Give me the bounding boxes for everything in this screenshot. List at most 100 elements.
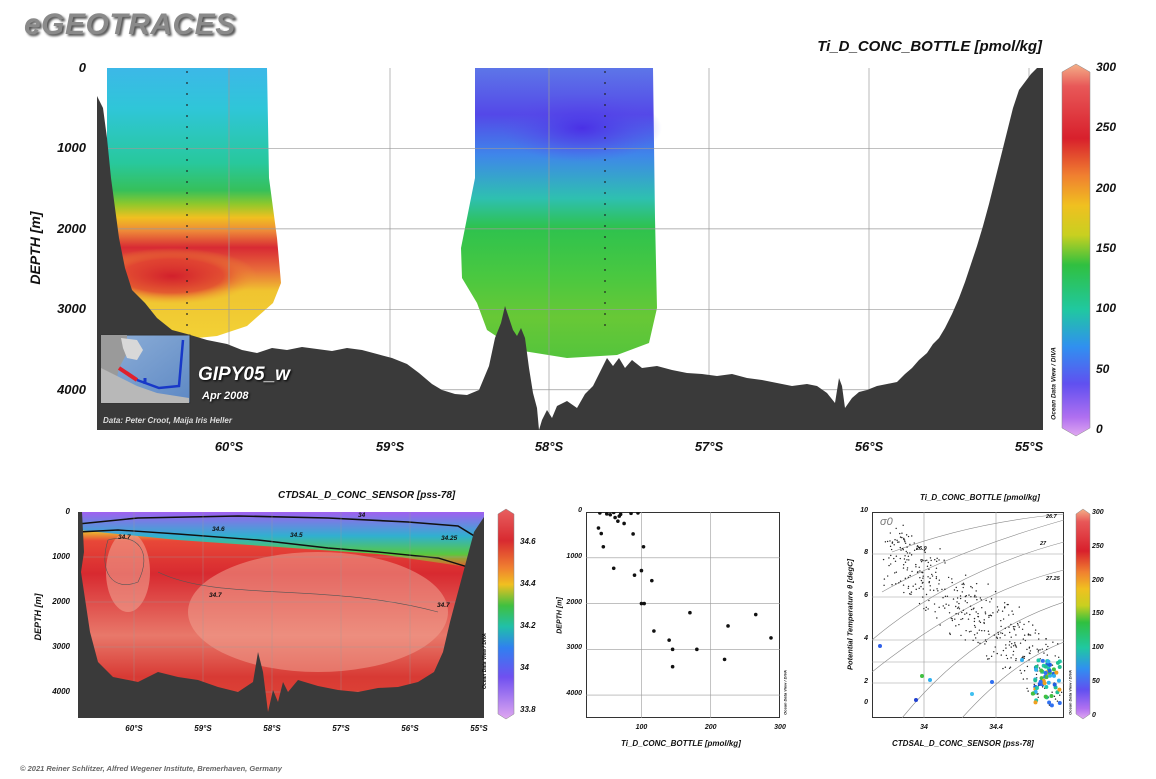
salinity-colorbar-tick: 34.6 — [520, 537, 536, 546]
scatter-point — [726, 624, 730, 628]
ts-ctd-point — [965, 629, 967, 632]
station-sample-dot — [604, 93, 606, 95]
scatter-y-axis-label: DEPTH [m] — [556, 597, 564, 634]
ts-ctd-point — [973, 596, 976, 598]
ts-ctd-point — [920, 585, 922, 588]
ts-ctd-point — [989, 614, 992, 616]
ts-ctd-point — [1029, 650, 1032, 652]
scatter-point — [639, 601, 644, 606]
main-y-tick: 2000 — [57, 220, 86, 236]
ts-ctd-point — [916, 547, 918, 550]
ts-ctd-point — [935, 560, 938, 563]
ts-y-tick: 10 — [860, 507, 868, 514]
ts-ctd-point — [975, 611, 977, 613]
station-sample-dot — [186, 280, 188, 282]
ts-ctd-point — [948, 612, 951, 614]
station-sample-dot — [186, 269, 188, 271]
ts-ctd-point — [1005, 654, 1008, 657]
ts-ctd-point — [1012, 645, 1015, 647]
ts-ctd-point — [1013, 629, 1016, 631]
ts-ctd-point — [904, 540, 906, 543]
ts-ctd-point — [1035, 673, 1038, 676]
ts-ctd-point — [1015, 645, 1017, 647]
scatter-point — [695, 647, 699, 652]
section-name: GIPY05_w — [198, 364, 290, 385]
ts-ctd-point — [898, 582, 900, 584]
ts-bottle-point — [1033, 678, 1038, 683]
ts-ctd-point — [977, 615, 979, 618]
ts-ctd-point — [928, 568, 930, 571]
ts-ctd-point — [1028, 659, 1030, 661]
ts-ctd-point — [994, 590, 997, 593]
ts-ctd-point — [956, 597, 959, 599]
ts-ctd-point — [1053, 695, 1056, 698]
ts-ctd-point — [1008, 644, 1011, 646]
salinity-y-tick: 3000 — [52, 642, 70, 651]
scatter-point — [618, 512, 623, 517]
main-x-tick: 59°S — [375, 439, 405, 454]
scatter-point — [639, 568, 644, 573]
ts-ctd-point — [935, 567, 938, 569]
ts-ctd-point — [1002, 618, 1005, 620]
station-sample-dot — [604, 302, 606, 304]
ts-ctd-point — [921, 571, 923, 574]
ts-ctd-point — [1009, 641, 1011, 643]
ts-bottle-point — [1033, 700, 1038, 705]
scatter-point — [632, 573, 637, 577]
station-sample-dot — [186, 104, 188, 106]
ts-ctd-point — [959, 597, 962, 600]
ts-bottle-point — [1034, 667, 1039, 672]
ts-ctd-point — [972, 639, 974, 642]
scatter-x-tick: 300 — [774, 724, 786, 731]
ts-ctd-point — [915, 588, 917, 591]
ts-bottle-point — [1048, 673, 1053, 678]
ts-ctd-point — [915, 566, 917, 568]
main-y-tick: 4000 — [57, 381, 86, 397]
ts-ctd-point — [990, 655, 993, 658]
ts-ctd-point — [936, 617, 938, 619]
ts-bottle-point — [970, 692, 974, 696]
scatter-point — [642, 601, 646, 606]
ts-ctd-point — [1010, 623, 1012, 626]
main-colorbar-tick: 100 — [1096, 301, 1117, 316]
ts-ctd-point — [987, 630, 990, 632]
ts-ctd-point — [908, 559, 910, 561]
ts-ctd-point — [896, 539, 898, 542]
salinity-x-tick: 56°S — [401, 724, 419, 733]
ts-bottle-point — [1052, 682, 1057, 687]
ts-ctd-point — [904, 561, 907, 563]
main-colorbar-tick: 250 — [1096, 120, 1117, 135]
scatter-point — [616, 519, 620, 523]
ts-ctd-point — [997, 631, 999, 634]
ts-diagram-plot — [872, 512, 1064, 718]
ts-ctd-point — [996, 611, 999, 613]
station-sample-dot — [186, 126, 188, 128]
ts-ctd-point — [918, 566, 920, 568]
ts-ctd-point — [922, 575, 924, 577]
ts-ctd-point — [902, 549, 904, 551]
ts-ctd-point — [1041, 648, 1044, 650]
ts-ctd-point — [974, 594, 976, 597]
ts-ctd-point — [1037, 649, 1040, 651]
ts-ctd-point — [1031, 645, 1034, 647]
salinity-x-tick: 59°S — [194, 724, 212, 733]
ts-ctd-point — [902, 564, 905, 566]
ts-ctd-point — [904, 577, 907, 580]
ts-ctd-point — [985, 655, 988, 657]
ts-ctd-point — [909, 574, 911, 577]
scatter-x-tick: 100 — [635, 724, 648, 731]
ts-ctd-point — [1012, 654, 1014, 656]
ts-ctd-point — [902, 584, 905, 586]
ts-ctd-point — [979, 642, 981, 645]
scatter-y-tick: 0 — [578, 507, 582, 514]
scatter-x-tick: 200 — [704, 724, 717, 731]
ts-bottle-point — [1049, 703, 1054, 708]
ts-ctd-point — [1008, 667, 1011, 670]
scatter-point — [599, 531, 604, 536]
ts-ctd-point — [899, 546, 902, 549]
ts-ctd-point — [1054, 655, 1056, 657]
ts-ctd-point — [973, 617, 976, 620]
station-sample-dot — [604, 137, 606, 139]
ts-ctd-point — [933, 603, 936, 605]
scatter-point — [670, 647, 675, 652]
